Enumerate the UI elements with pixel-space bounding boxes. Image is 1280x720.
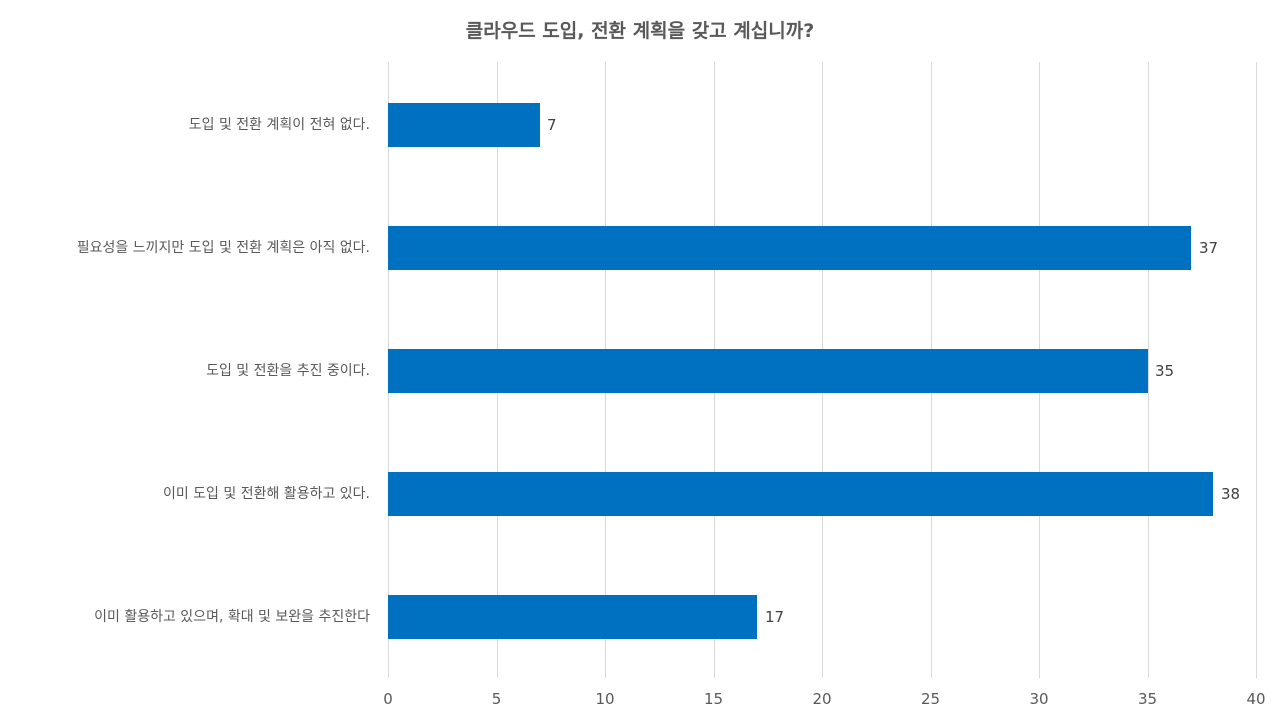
category-label-4: 이미 활용하고 있으며, 확대 및 보완을 추진한다 <box>94 609 370 625</box>
data-label-3: 38 <box>1221 485 1241 503</box>
x-tick-label: 35 <box>1137 690 1158 708</box>
gridline <box>1147 62 1149 678</box>
data-label-0: 7 <box>547 116 557 134</box>
x-tick-label: 30 <box>1029 690 1049 708</box>
data-label-2: 35 <box>1155 362 1175 380</box>
bar-4 <box>388 595 757 639</box>
x-tick-label: 15 <box>703 690 724 708</box>
bar-0 <box>388 103 540 147</box>
bar-3 <box>388 472 1213 516</box>
plot-area: 7 37 35 38 17 <box>388 62 1257 678</box>
data-label-1: 37 <box>1199 239 1219 257</box>
x-tick-label: 5 <box>491 690 502 708</box>
category-label-0: 도입 및 전환 계획이 전혀 없다. <box>188 117 370 133</box>
x-tick-label: 40 <box>1246 690 1266 708</box>
x-tick-label: 10 <box>595 690 615 708</box>
chart-title: 클라우드 도입, 전환 계획을 갖고 계십니까? <box>465 20 815 42</box>
category-label-3: 이미 도입 및 전환해 활용하고 있다. <box>162 486 370 502</box>
x-tick-label: 0 <box>383 690 393 708</box>
gridline <box>1256 62 1257 678</box>
bar-2 <box>388 349 1148 393</box>
x-tick-label: 25 <box>920 690 941 708</box>
bar-1 <box>388 226 1191 270</box>
category-label-2: 도입 및 전환을 추진 중이다. <box>206 363 370 379</box>
data-label-4: 17 <box>765 608 785 626</box>
category-label-1: 필요성을 느끼지만 도입 및 전환 계획은 아직 없다. <box>76 240 370 256</box>
x-tick-label: 20 <box>812 690 832 708</box>
